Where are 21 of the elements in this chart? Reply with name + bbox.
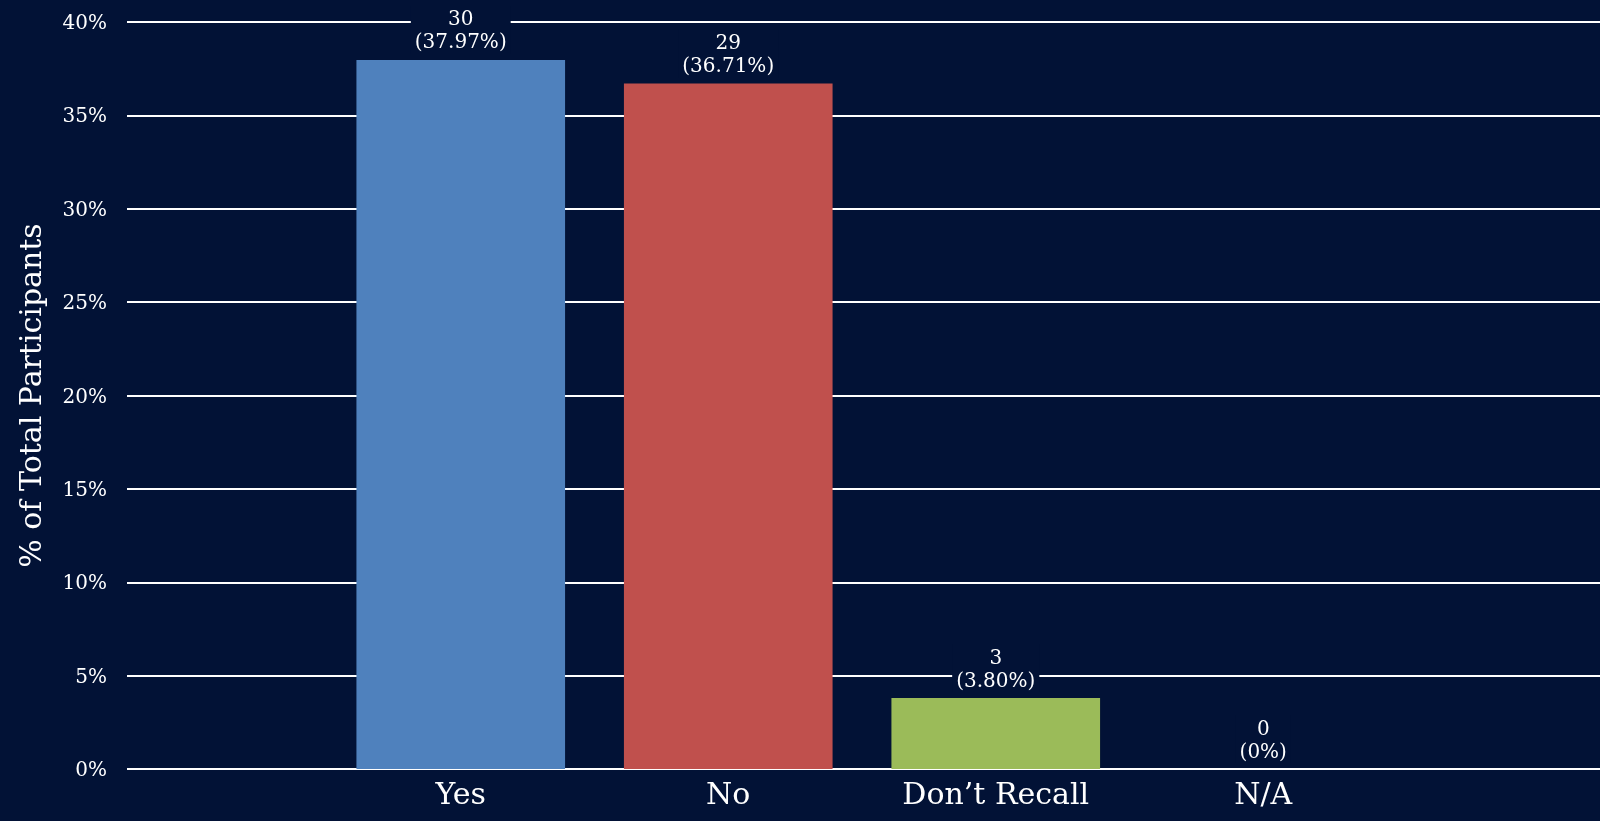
y-tick-label: 40% [62, 10, 107, 34]
x-tick-label: Don’t Recall [902, 775, 1090, 811]
bar [356, 59, 566, 769]
x-tick-label: N/A [1234, 775, 1293, 811]
y-tick-label: 0% [75, 757, 107, 781]
bar [623, 83, 833, 769]
data-label: 29 (36.71%) [682, 29, 775, 77]
x-tick-label: Yes [434, 775, 486, 811]
y-tick-label: 20% [62, 383, 107, 408]
data-label: 30 (37.97%) [414, 6, 507, 54]
x-tick-label: No [706, 775, 751, 811]
y-tick-label: 25% [62, 290, 107, 315]
y-tick-label: 30% [62, 196, 107, 221]
y-axis-title: % of Total Participants [12, 223, 48, 568]
bar [891, 698, 1101, 769]
data-label: 3 (3.80%) [956, 644, 1036, 692]
data-label: 0 (0%) [1239, 715, 1287, 763]
y-tick-label: 5% [75, 663, 107, 688]
y-tick-label: 35% [62, 103, 107, 128]
y-tick-label: 15% [62, 476, 107, 501]
y-tick-label: 10% [62, 570, 107, 595]
